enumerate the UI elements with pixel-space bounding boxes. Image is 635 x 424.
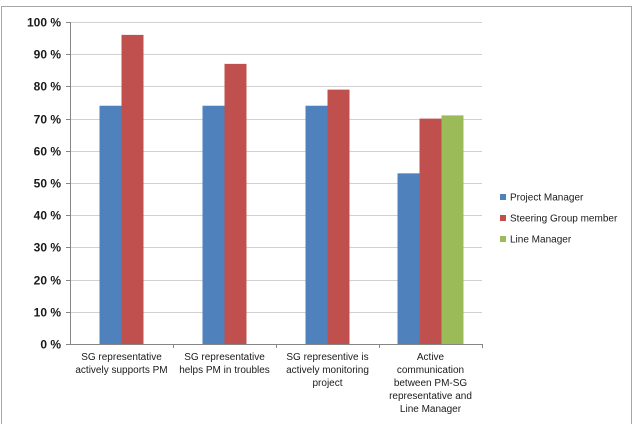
legend-swatch [500, 194, 506, 200]
y-tick-label: 60 % [34, 145, 62, 159]
y-tick-label: 10 % [34, 306, 62, 320]
x-category-label: SG representive is actively monitoring pro… [286, 352, 369, 389]
bar-steering-group-member [224, 63, 247, 345]
y-tick-label: 50 % [34, 177, 62, 191]
y-tick-label: 30 % [34, 241, 62, 255]
bar-line-manager [441, 115, 464, 344]
x-category-label: SG representative helps PM in troubles [179, 352, 270, 376]
bar-project-manager [397, 173, 420, 344]
legend-swatch [500, 236, 506, 242]
category-labels: SG representative actively supports PM SG … [75, 352, 472, 415]
legend-label: Line Manager [510, 235, 572, 246]
bar-project-manager [99, 105, 122, 344]
y-tick-label: 0 % [40, 338, 61, 352]
y-tick-label: 100 % [27, 16, 61, 30]
bar-steering-group-member [327, 89, 350, 345]
legend-label: Steering Group member [510, 214, 618, 225]
y-tick-label: 80 % [34, 80, 62, 94]
bar-steering-group-member [419, 118, 442, 344]
bar-steering-group-member [121, 34, 144, 344]
legend-swatch [500, 215, 506, 221]
legend-label: Project Manager [510, 193, 584, 204]
y-tick-label: 40 % [34, 209, 62, 223]
y-tick-label: 90 % [34, 48, 62, 62]
bar-project-manager [305, 105, 328, 344]
bar-project-manager [202, 105, 225, 344]
axes [70, 22, 483, 348]
y-tick-label: 20 % [34, 274, 62, 288]
y-axis-ticks: 0 % 10 % 20 % 30 % 40 % 50 % 60 % 70 % 80 % 90 % 1… [27, 16, 70, 352]
legend: Project Manager Steering Group member Line… [500, 193, 618, 246]
x-category-label: SG representative actively supports PM [75, 352, 167, 376]
bars [99, 34, 464, 345]
y-tick-label: 70 % [34, 113, 62, 127]
x-category-label: Active communication between PM-SG represen… [389, 352, 472, 415]
